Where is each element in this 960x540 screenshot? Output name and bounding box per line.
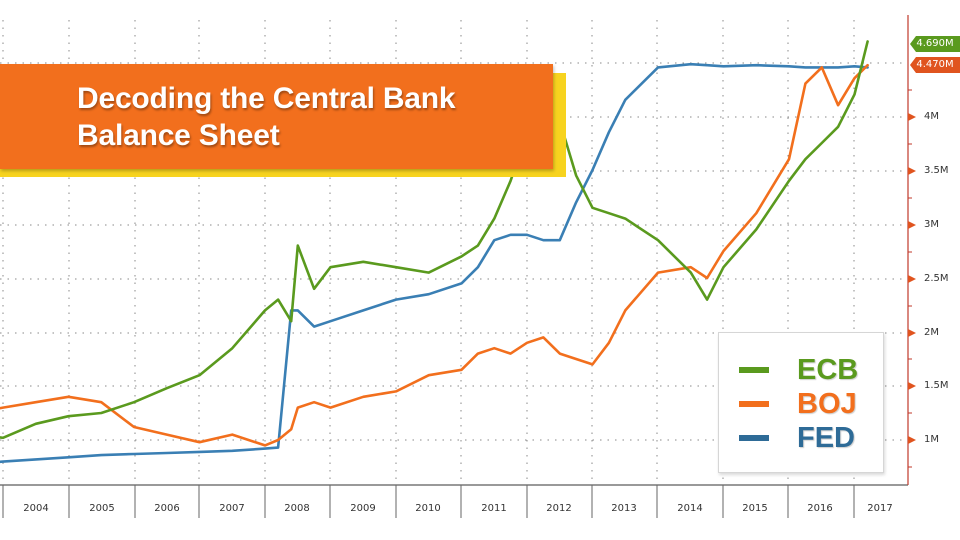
series-lines — [0, 40, 869, 464]
boj-swatch-icon — [739, 401, 769, 407]
y-tick-4m: 4M — [924, 111, 939, 122]
fed-swatch-icon — [739, 435, 769, 441]
ecb-swatch-icon — [739, 367, 769, 373]
y-tick-2.5m: 2.5M — [924, 273, 949, 284]
boj-series-line — [0, 63, 869, 447]
title-banner — [0, 64, 553, 169]
y-tick-1m: 1M — [924, 434, 939, 445]
title-line-2: Balance Sheet — [77, 119, 280, 152]
x-tick-2014: 2014 — [677, 503, 703, 514]
legend-label-ecb: ECB — [797, 354, 859, 386]
x-axis — [0, 484, 908, 518]
x-tick-2017: 2017 — [867, 503, 893, 514]
x-tick-2013: 2013 — [611, 503, 637, 514]
y-tick-2m: 2M — [924, 327, 939, 338]
y-tick-3.5m: 3.5M — [924, 165, 949, 176]
x-tick-2012: 2012 — [546, 503, 572, 514]
x-tick-2008: 2008 — [284, 503, 310, 514]
x-tick-2010: 2010 — [415, 503, 441, 514]
x-tick-2006: 2006 — [154, 503, 180, 514]
legend-item-boj: BOJ — [719, 387, 883, 421]
x-tick-2007: 2007 — [219, 503, 245, 514]
legend-label-fed: FED — [797, 422, 855, 454]
fed-series-line — [0, 62, 869, 464]
legend-item-fed: FED — [719, 421, 883, 455]
x-tick-2016: 2016 — [807, 503, 833, 514]
x-tick-2015: 2015 — [742, 503, 768, 514]
x-tick-2005: 2005 — [89, 503, 115, 514]
ecb-series-line — [0, 40, 869, 440]
ecb-last-value-tag: 4.690M — [910, 36, 960, 52]
page-title: Decoding the Central Bank Balance Sheet — [77, 80, 547, 154]
x-tick-2011: 2011 — [481, 503, 507, 514]
legend-item-ecb: ECB — [719, 353, 883, 387]
x-tick-2009: 2009 — [350, 503, 376, 514]
y-tick-1.5m: 1.5M — [924, 380, 949, 391]
y-tick-3m: 3M — [924, 219, 939, 230]
y-axis — [907, 15, 916, 485]
legend-label-boj: BOJ — [797, 388, 857, 420]
chart-legend: ECB BOJ FED — [718, 332, 884, 473]
title-line-1: Decoding the Central Bank — [77, 82, 456, 115]
x-tick-2004: 2004 — [23, 503, 49, 514]
boj-last-value-tag: 4.470M — [910, 57, 960, 73]
